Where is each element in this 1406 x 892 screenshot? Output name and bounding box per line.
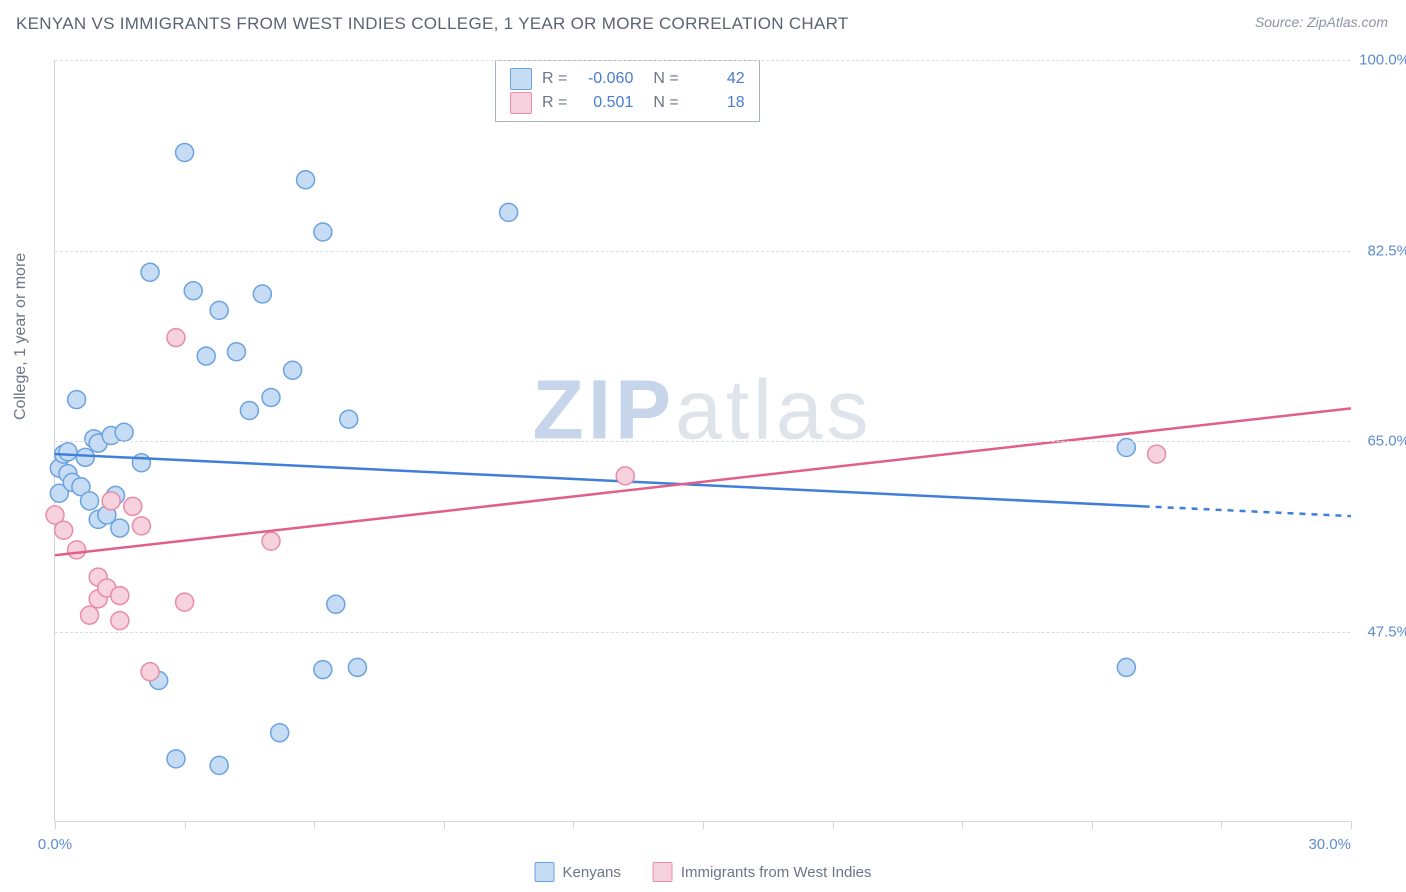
legend-item: Kenyans [535,862,621,882]
x-tick [703,821,704,829]
regression-line [55,454,1144,506]
data-point [314,223,332,241]
x-tick-label: 30.0% [1308,836,1351,853]
y-tick-label: 100.0% [1359,52,1406,69]
corr-row: R = 0.501 N = 18 [510,91,745,115]
data-point [176,144,194,162]
data-point [81,606,99,624]
data-point [1148,445,1166,463]
data-point [1117,658,1135,676]
data-point [141,263,159,281]
data-point [111,587,129,605]
corr-row: R = -0.060 N = 42 [510,67,745,91]
data-point [111,519,129,537]
gridline [55,251,1350,252]
data-point [176,593,194,611]
x-tick [1092,821,1093,829]
data-point [68,541,86,559]
gridline [55,60,1350,61]
data-point [314,661,332,679]
data-point [81,492,99,510]
data-point [167,750,185,768]
data-point [240,402,258,420]
r-label: R = [542,67,567,91]
y-tick-label: 47.5% [1367,623,1406,640]
y-axis-label: College, 1 year or more [12,253,30,420]
data-point [262,388,280,406]
data-point [55,521,73,539]
x-tick [185,821,186,829]
legend-label: Kenyans [563,864,621,881]
data-point [124,497,142,515]
data-point [197,347,215,365]
data-point [227,343,245,361]
x-tick [1351,821,1352,829]
r-label: R = [542,91,567,115]
swatch-icon [653,862,673,882]
x-tick [573,821,574,829]
data-point [76,448,94,466]
legend-label: Immigrants from West Indies [681,864,872,881]
y-tick-label: 82.5% [1367,242,1406,259]
chart-title: KENYAN VS IMMIGRANTS FROM WEST INDIES CO… [16,14,849,34]
swatch-icon [510,92,532,114]
data-point [284,361,302,379]
data-point [253,285,271,303]
data-point [271,724,289,742]
data-point [616,467,634,485]
r-value: -0.060 [577,67,633,91]
source-credit: Source: ZipAtlas.com [1255,14,1388,30]
data-point [327,595,345,613]
regression-line [55,408,1351,555]
bottom-legend: Kenyans Immigrants from West Indies [535,862,872,882]
data-point [210,756,228,774]
data-point [102,492,120,510]
gridline [55,441,1350,442]
data-point [59,443,77,461]
r-value: 0.501 [577,91,633,115]
data-point [184,282,202,300]
y-tick-label: 65.0% [1367,433,1406,450]
data-point [348,658,366,676]
data-point [297,171,315,189]
x-tick [444,821,445,829]
data-point [262,532,280,550]
x-tick [962,821,963,829]
n-value: 18 [689,91,745,115]
swatch-icon [535,862,555,882]
gridline [55,632,1350,633]
x-tick [55,821,56,829]
data-point [210,301,228,319]
n-label: N = [653,91,678,115]
data-point [340,410,358,428]
data-point [141,663,159,681]
x-tick [314,821,315,829]
data-point [115,423,133,441]
x-tick [833,821,834,829]
n-value: 42 [689,67,745,91]
data-point [68,391,86,409]
data-point [132,517,150,535]
x-tick-label: 0.0% [38,836,72,853]
regression-line-ext [1144,506,1351,516]
data-point [132,454,150,472]
x-tick [1221,821,1222,829]
n-label: N = [653,67,678,91]
swatch-icon [510,68,532,90]
data-point [167,329,185,347]
data-point [111,612,129,630]
correlation-legend: R = -0.060 N = 42 R = 0.501 N = 18 [495,60,760,122]
plot-area: ZIPatlas R = -0.060 N = 42 R = 0.501 N =… [54,60,1350,822]
data-point [500,203,518,221]
legend-item: Immigrants from West Indies [653,862,872,882]
